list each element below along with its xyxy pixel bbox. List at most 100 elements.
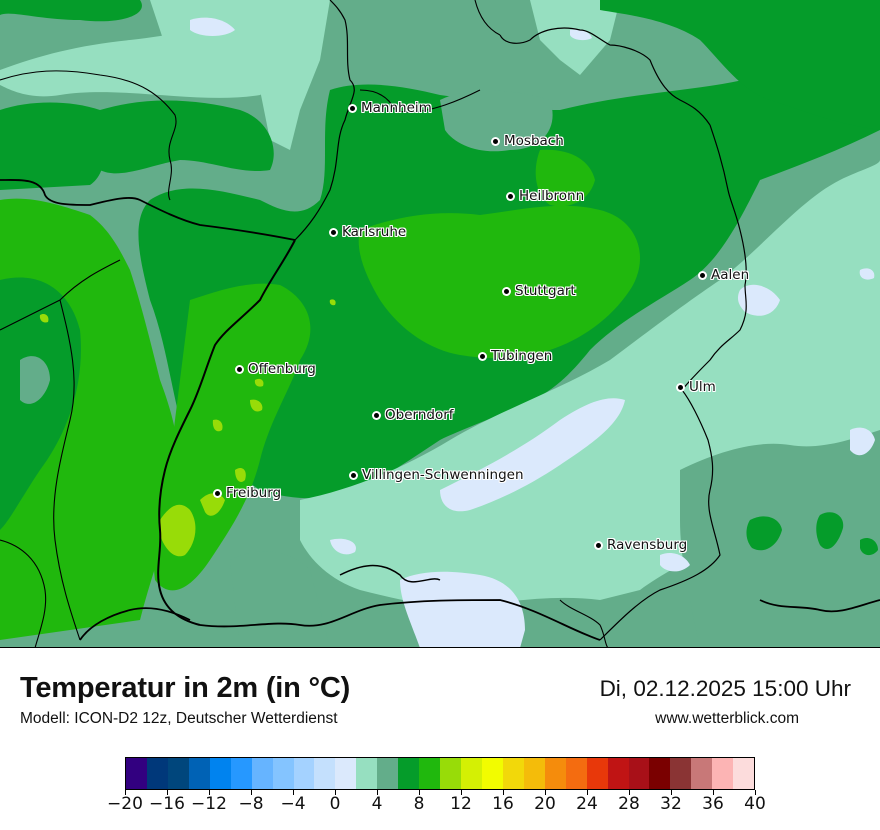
tick-label: 12	[450, 794, 472, 814]
colorbar-segment	[146, 758, 168, 789]
tick-mark	[334, 790, 336, 795]
city-label: Freiburg	[226, 485, 282, 501]
city-marker: Oberndorf	[374, 407, 454, 423]
tick-label: 4	[371, 794, 383, 814]
colorbar-segment	[481, 758, 503, 789]
map-title: Temperatur in 2m (in °C)	[20, 672, 351, 704]
tick-label: −4	[280, 794, 306, 814]
tick-label: 20	[534, 794, 556, 814]
website-link: www.wetterblick.com	[655, 710, 799, 727]
colorbar-segment	[377, 758, 399, 789]
colorbar-segment	[628, 758, 650, 789]
tick-mark	[376, 790, 378, 795]
colorbar-segment	[670, 758, 692, 789]
colorbar-segment	[272, 758, 294, 789]
colorbar-segment	[167, 758, 189, 789]
city-marker: Mosbach	[493, 133, 564, 149]
colorbar-segment	[691, 758, 713, 789]
city-dot-icon	[508, 193, 513, 199]
colorbar-segment	[126, 758, 147, 789]
tick-mark	[250, 790, 252, 795]
tick-mark	[292, 790, 294, 795]
temperature-colorbar	[125, 757, 755, 790]
city-label: Oberndorf	[385, 407, 454, 423]
colorbar-segment	[335, 758, 357, 789]
city-marker: Aalen	[700, 267, 750, 283]
city-marker: Ulm	[678, 379, 716, 395]
colorbar-segment	[419, 758, 441, 789]
city-dot-icon	[504, 288, 509, 294]
city-dot-icon	[331, 229, 336, 235]
tick-mark	[166, 790, 168, 795]
tick-label: 24	[576, 794, 598, 814]
city-dot-icon	[215, 490, 220, 496]
colorbar-segment	[293, 758, 315, 789]
colorbar-segment	[398, 758, 420, 789]
colorbar-segment	[523, 758, 545, 789]
city-dot-icon	[493, 138, 498, 144]
tick-label: 32	[660, 794, 682, 814]
city-label: Stuttgart	[515, 283, 576, 299]
colorbar-segment	[440, 758, 461, 789]
colorbar-segment	[356, 758, 378, 789]
colorbar-segment	[607, 758, 629, 789]
city-dot-icon	[700, 272, 705, 278]
city-marker: Mannheim	[350, 100, 432, 116]
colorbar-segment	[209, 758, 231, 789]
city-dot-icon	[351, 472, 356, 478]
tick-mark	[712, 790, 714, 795]
city-dot-icon	[237, 366, 242, 372]
tick-mark	[754, 790, 756, 795]
tick-label: −12	[191, 794, 227, 814]
tick-mark	[460, 790, 462, 795]
city-label: Offenburg	[248, 361, 316, 377]
city-marker: Freiburg	[215, 485, 282, 501]
tick-label: 8	[413, 794, 425, 814]
city-label: Ravensburg	[607, 537, 688, 553]
colorbar-segment	[733, 758, 755, 789]
tick-label: −8	[238, 794, 264, 814]
city-marker: Karlsruhe	[331, 224, 407, 240]
tick-label: −16	[149, 794, 185, 814]
map-footer: Temperatur in 2m (in °C) Modell: ICON-D2…	[0, 648, 880, 830]
tick-label: 0	[329, 794, 341, 814]
city-label: Tübingen	[491, 348, 553, 364]
tick-mark	[124, 790, 126, 795]
tick-mark	[586, 790, 588, 795]
colorbar-ticks: −20 −16 −12 −8 −4 0 4 8 12 16 20 24 28 32 36 40	[107, 790, 766, 830]
colorbar-segment	[230, 758, 252, 789]
tick-label: 28	[618, 794, 640, 814]
colorbar-segment	[544, 758, 566, 789]
tick-label: 36	[702, 794, 724, 814]
city-label: Villingen-Schwenningen	[362, 467, 524, 483]
tick-label: −20	[107, 794, 143, 814]
tick-mark	[544, 790, 546, 795]
colorbar-segment	[188, 758, 210, 789]
tick-mark	[502, 790, 504, 795]
city-marker: Heilbronn	[508, 188, 585, 204]
colorbar-segment	[314, 758, 336, 789]
colorbar-segment	[586, 758, 608, 789]
city-marker: Offenburg	[237, 361, 316, 377]
city-dot-icon	[350, 105, 355, 111]
city-label: Karlsruhe	[342, 224, 407, 240]
temperature-field	[0, 0, 880, 648]
city-dot-icon	[678, 384, 683, 390]
city-label: Mannheim	[361, 100, 432, 116]
city-label: Aalen	[711, 267, 750, 283]
city-marker: Stuttgart	[504, 283, 576, 299]
tick-label: 16	[492, 794, 514, 814]
city-dot-icon	[374, 412, 379, 418]
colorbar-segment	[251, 758, 273, 789]
city-label: Ulm	[689, 379, 716, 395]
temperature-map: Mannheim Mosbach Heilbronn Karlsruhe Aal…	[0, 0, 880, 648]
colorbar-segment	[649, 758, 671, 789]
colorbar-segment	[502, 758, 524, 789]
tick-mark	[628, 790, 630, 795]
tick-mark	[670, 790, 672, 795]
colorbar-segment	[712, 758, 734, 789]
city-label: Heilbronn	[519, 188, 585, 204]
city-marker: Ravensburg	[596, 537, 688, 553]
tick-mark	[208, 790, 210, 795]
colorbar-segment	[461, 758, 482, 789]
